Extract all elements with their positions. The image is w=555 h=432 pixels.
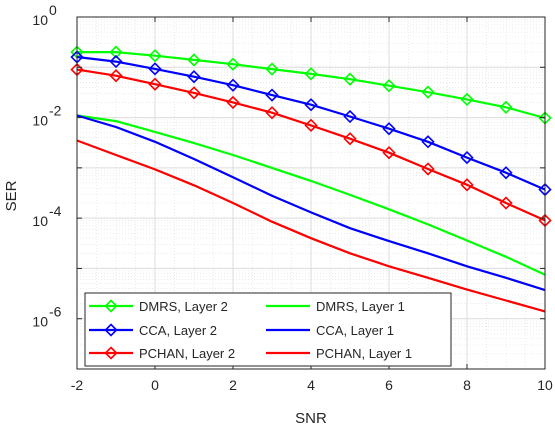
legend-entry: DMRS, Layer 1 [266,299,405,314]
x-tick-label: 0 [151,377,159,393]
series-line [76,139,546,313]
y-tick-label: 100 [32,2,57,28]
x-axis-label: SNR [295,410,327,427]
data-point [265,88,279,102]
data-point [109,69,123,83]
series-dmrs-layer-2 [70,45,552,125]
data-point [382,79,396,93]
series-pchan-layer-1 [76,139,546,313]
legend-label: DMRS, Layer 2 [139,299,228,314]
y-tick-exponent: -2 [49,103,62,119]
data-point [382,146,396,160]
y-tick-base: 10 [32,12,48,28]
data-point [460,150,474,165]
data-point [460,178,474,192]
legend-swatch-marker [104,299,118,313]
legend-swatch-marker [104,346,118,360]
data-point [187,86,201,100]
data-point [265,106,279,120]
data-point [109,54,123,69]
x-tick-label: 8 [463,377,471,393]
series-line [76,114,546,292]
data-point [343,132,357,146]
x-tick-label: 2 [229,377,237,393]
series-cca-layer-1 [76,114,546,292]
legend-entry: PCHAN, Layer 2 [89,346,235,361]
data-point [109,45,123,59]
x-tick-label: -2 [71,377,84,393]
data-point [421,85,435,99]
y-tick-base: 10 [32,213,48,229]
series-line [76,114,546,276]
y-tick-exponent: -4 [49,203,62,219]
legend-label: PCHAN, Layer 1 [316,346,412,361]
y-axis-label: SER [3,180,20,211]
data-point [148,49,162,63]
legend-label: CCA, Layer 1 [316,323,394,338]
legend-entry: PCHAN, Layer 1 [266,346,412,361]
data-point [265,62,279,76]
y-tick-exponent: 0 [49,2,57,18]
data-point [148,62,162,76]
legend-swatch-marker [104,323,118,337]
series-dmrs-layer-1 [76,114,546,276]
x-tick-label: 4 [307,377,315,393]
axes [76,16,546,370]
data-point [304,67,318,81]
data-point [148,77,162,91]
legend-label: CCA, Layer 2 [139,323,217,338]
data-point [499,166,513,180]
y-tick-label: 10-2 [32,103,61,129]
data-point [382,122,396,136]
data-point [187,70,201,84]
series-layer [70,45,552,313]
data-point [499,196,513,210]
series-pchan-layer-2 [70,62,552,228]
legend: DMRS, Layer 2 DMRS, Layer 1 CCA, Layer 2 CC… [84,292,452,367]
series-line [77,50,546,120]
y-tick-label: 10-4 [32,203,61,229]
legend-label: PCHAN, Layer 2 [139,346,235,361]
y-tick-base: 10 [32,113,48,129]
data-point [499,100,513,114]
legend-entry: DMRS, Layer 2 [89,299,228,314]
data-point [304,118,318,132]
data-point [226,57,240,71]
legend-label: DMRS, Layer 1 [316,299,405,314]
y-tick-exponent: -6 [49,304,62,320]
series-line [76,55,546,191]
data-point [226,78,240,92]
data-point [343,72,357,86]
data-point [226,95,240,110]
data-point [343,109,357,124]
x-tick-label: 6 [385,377,393,393]
legend-entry: CCA, Layer 2 [89,323,217,338]
data-point [187,53,201,67]
legend-entry: CCA, Layer 1 [266,323,394,338]
y-tick-base: 10 [32,314,48,330]
y-tick-label: 10-6 [32,304,61,330]
data-point [304,98,318,112]
x-tick-label: 10 [537,377,553,393]
series-line [76,68,546,222]
data-point [460,92,474,107]
data-point [421,162,435,176]
data-point [421,135,435,149]
